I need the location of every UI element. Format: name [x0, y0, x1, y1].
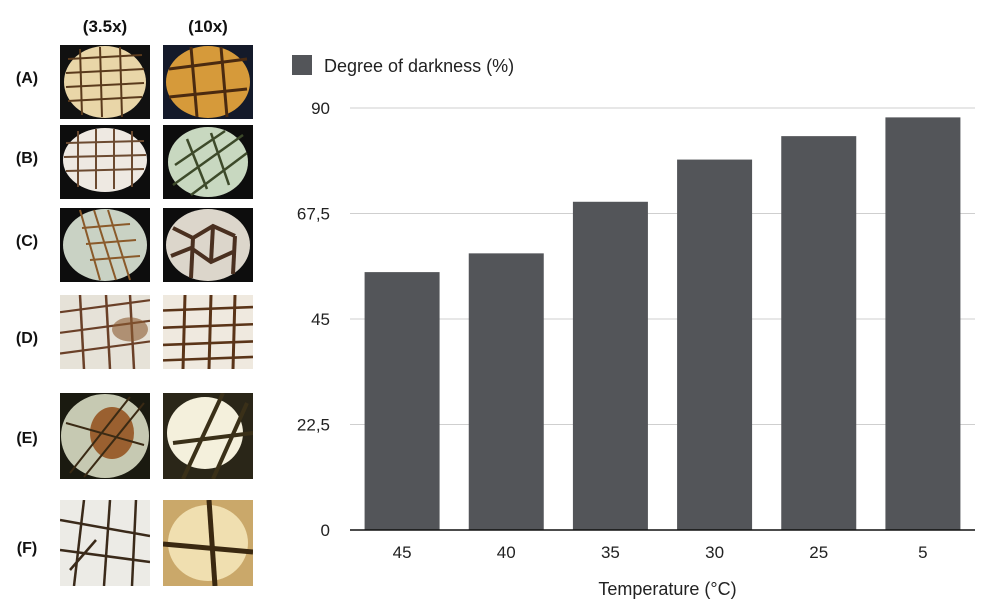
row-label-a: (A): [15, 70, 39, 87]
micrograph-c-3-5x: [60, 208, 150, 282]
micrograph-b-3-5x: [60, 125, 150, 199]
grid-lines: [350, 107, 975, 425]
bar-chart: 0 22,5 45 67,5 90 45 40 35 30 25 5 Degree of dark…: [292, 55, 975, 599]
micrograph-e-3-5x: [60, 393, 150, 479]
bar: [468, 253, 544, 530]
micrograph-b-10x: [163, 125, 253, 199]
micrograph-e-10x: [163, 393, 253, 479]
row-label-f: (F): [16, 540, 38, 557]
x-tick-label: 30: [705, 543, 724, 562]
micrograph-d-3-5x: [60, 295, 150, 369]
legend-swatch: [292, 55, 312, 75]
micrograph-a-3-5x: [60, 45, 150, 119]
x-tick-label: 40: [497, 543, 516, 562]
micrograph-c-10x: [163, 208, 253, 282]
bars: [364, 117, 961, 531]
column-header-3-5x: (3.5x): [82, 17, 128, 36]
micrograph-a-10x: [163, 45, 253, 119]
y-tick-label: 90: [311, 99, 330, 118]
y-tick-label: 22,5: [297, 416, 330, 435]
bar: [677, 159, 753, 531]
bar: [572, 201, 648, 530]
bar: [364, 272, 440, 530]
x-tick-label: 5: [918, 543, 927, 562]
column-header-10x: (10x): [188, 17, 228, 36]
row-label-c: (C): [15, 233, 39, 250]
x-axis-ticks: 45 40 35 30 25 5: [393, 543, 928, 562]
row-label-d: (D): [15, 330, 39, 347]
micrograph-f-3-5x: [60, 500, 150, 586]
y-axis-ticks: 0 22,5 45 67,5 90: [297, 99, 330, 540]
y-tick-label: 0: [321, 521, 330, 540]
x-tick-label: 45: [393, 543, 412, 562]
row-label-b: (B): [15, 150, 39, 167]
x-axis-title: Temperature (°C): [598, 579, 736, 599]
row-label-e: (E): [16, 430, 38, 447]
y-tick-label: 45: [311, 310, 330, 329]
x-tick-label: 35: [601, 543, 620, 562]
y-tick-label: 67,5: [297, 205, 330, 224]
bar: [885, 117, 961, 530]
micrograph-d-10x: [163, 295, 253, 369]
x-tick-label: 25: [809, 543, 828, 562]
legend-label: Degree of darkness (%): [324, 56, 514, 76]
micrograph-f-10x: [163, 500, 253, 586]
bar: [781, 136, 857, 530]
